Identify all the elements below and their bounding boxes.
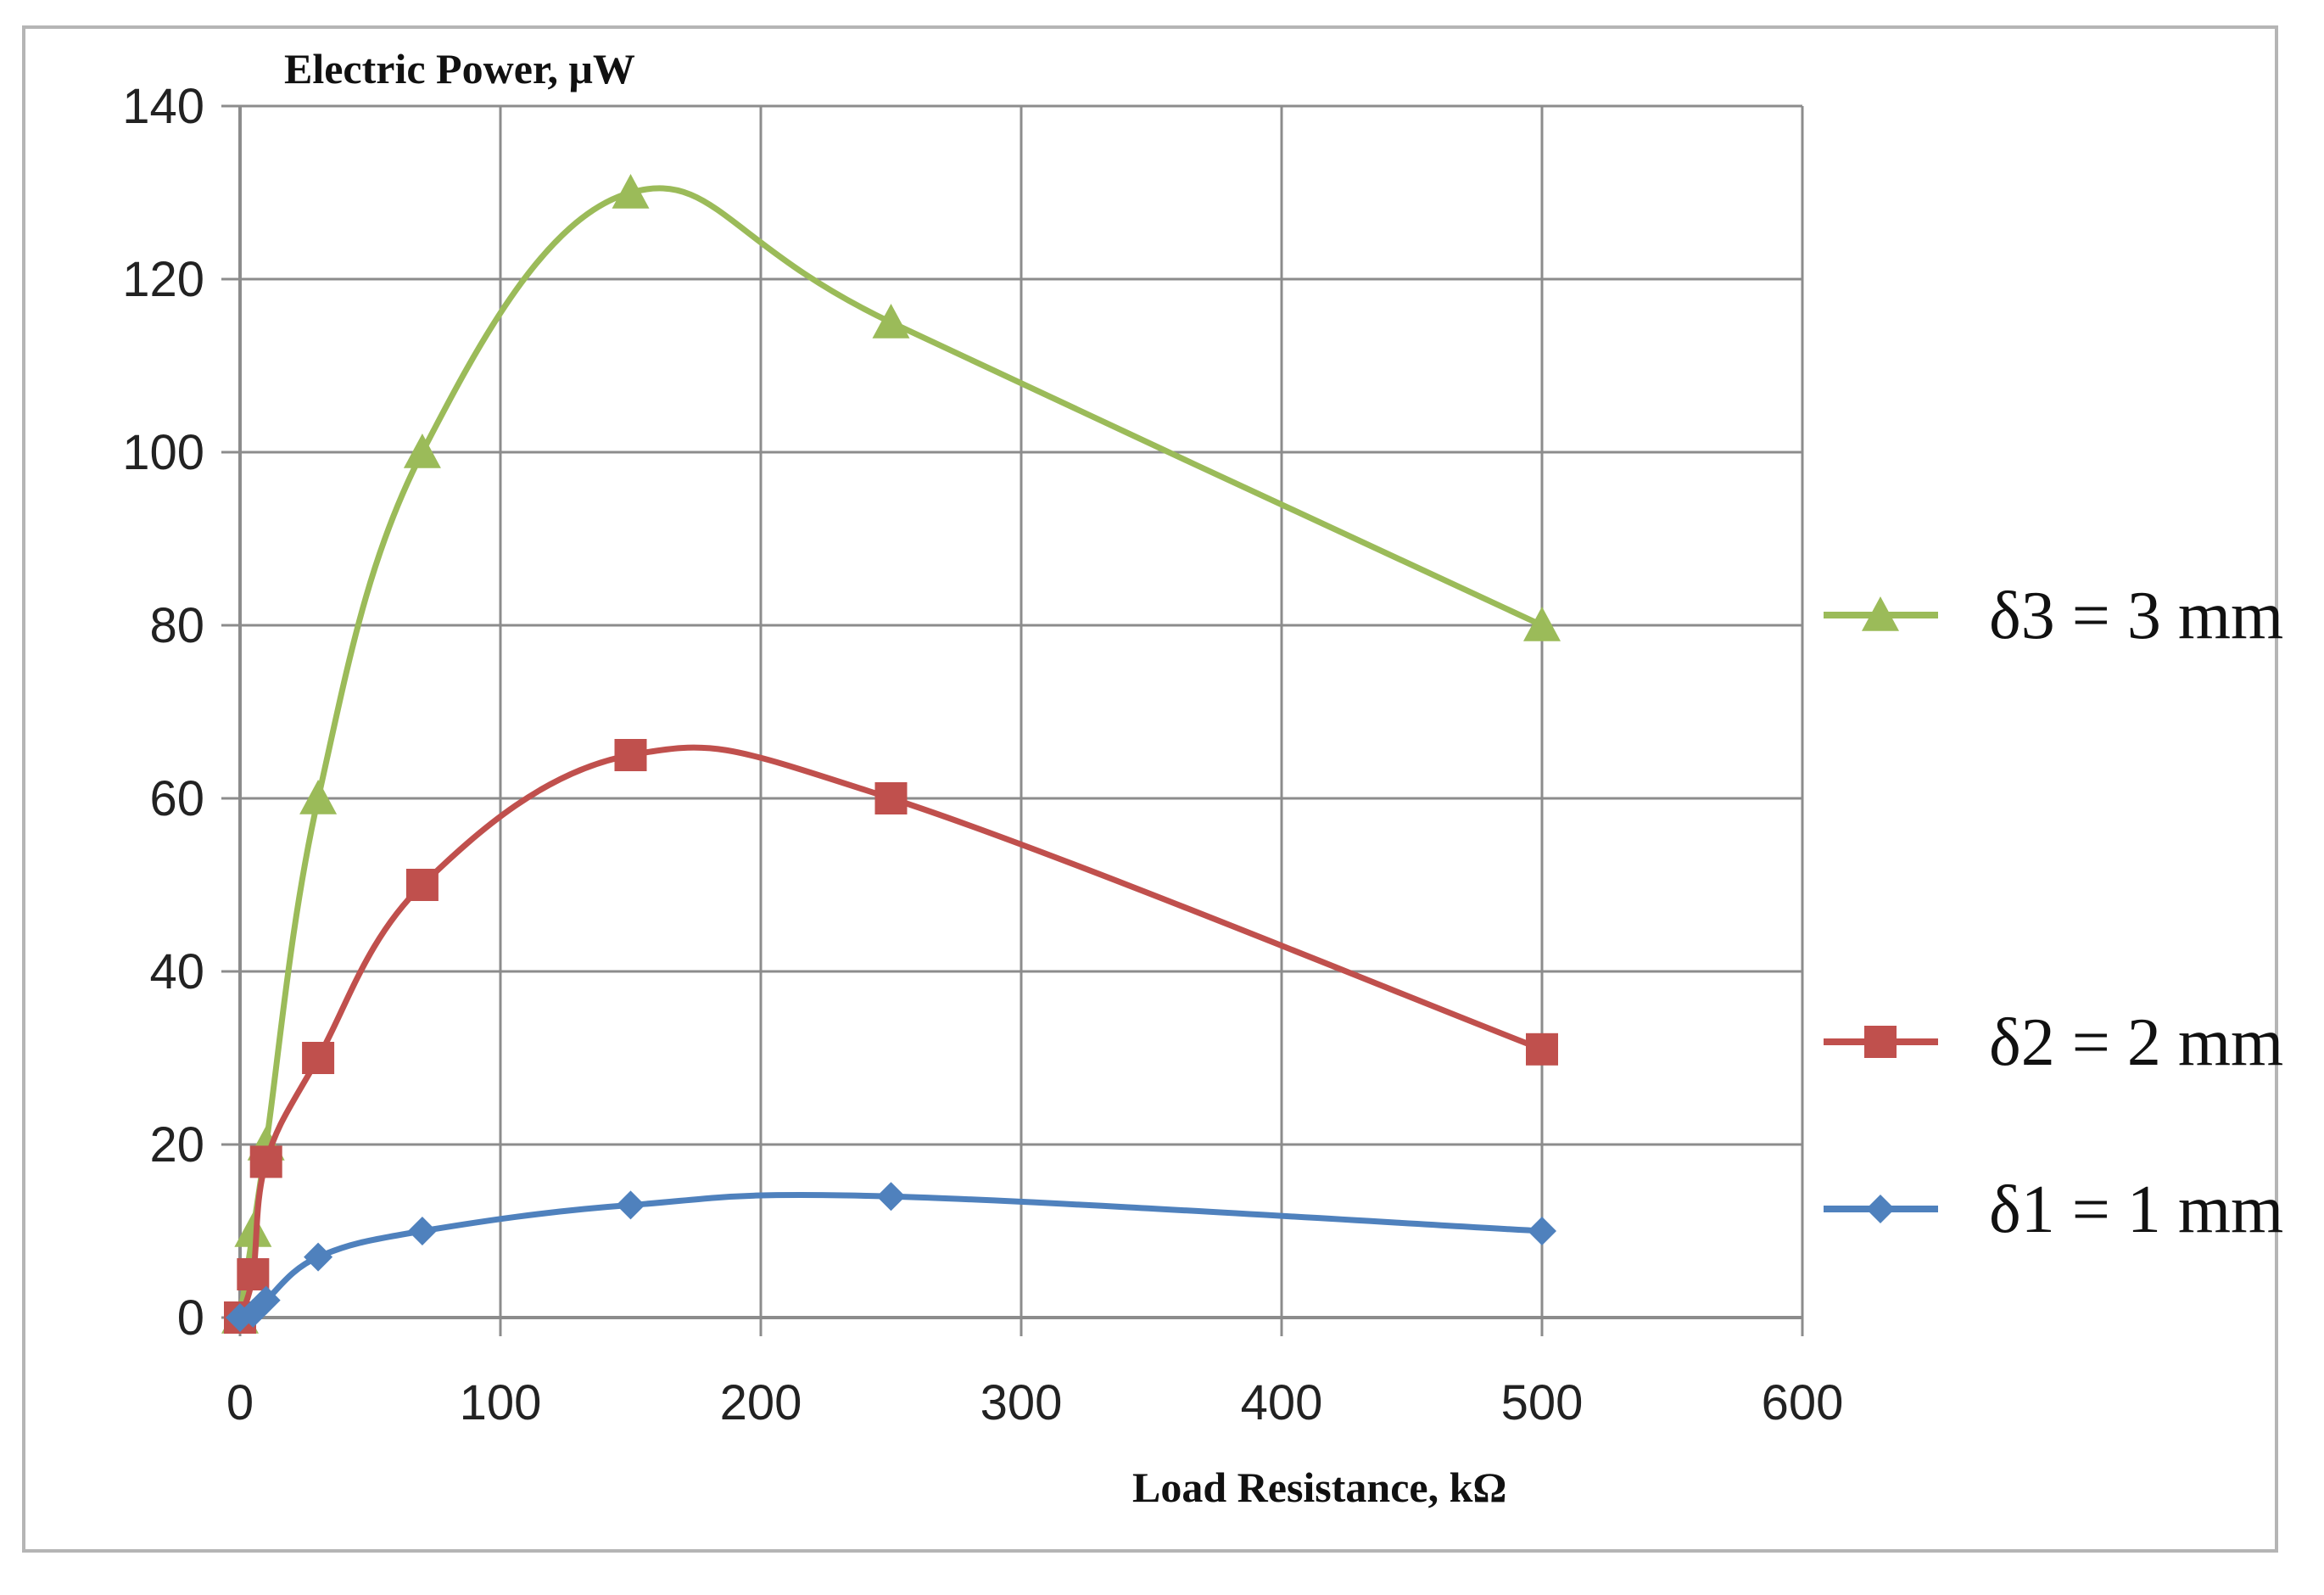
data-point <box>302 1042 335 1074</box>
x-tick-label: 100 <box>460 1375 542 1430</box>
chart-frame <box>22 25 2278 1553</box>
data-point <box>874 782 908 814</box>
y-tick-label: 100 <box>122 425 204 480</box>
data-point <box>616 1190 645 1220</box>
data-point <box>876 1182 906 1212</box>
y-tick-label: 120 <box>122 252 204 307</box>
data-point <box>1526 1033 1558 1066</box>
legend: δ3 = 3 mm δ2 = 2 mm δ1 = 1 mm <box>1824 579 2283 1247</box>
legend-label: δ1 = 1 mm <box>1989 1172 2283 1247</box>
tick-labels: 0 20 40 60 80 100 120 140 0 100 200 300 400 500 600 <box>122 79 1843 1430</box>
data-point <box>405 869 439 901</box>
y-tick-label: 20 <box>149 1117 204 1172</box>
x-tick-label: 500 <box>1501 1375 1584 1430</box>
data-point <box>1523 607 1561 641</box>
data-point <box>299 780 338 814</box>
y-tick-label: 80 <box>149 598 204 653</box>
legend-marker <box>1866 1195 1895 1223</box>
gridlines <box>240 104 1804 1318</box>
data-point <box>407 1217 437 1245</box>
legend-item: δ1 = 1 mm <box>1824 1172 2283 1247</box>
data-point <box>872 304 910 339</box>
data-point <box>249 1145 282 1178</box>
legend-label: δ3 = 3 mm <box>1989 579 2283 653</box>
legend-marker <box>1864 1026 1897 1058</box>
y-tick-label: 0 <box>177 1290 204 1346</box>
legend-marker <box>1862 596 1899 631</box>
data-point <box>251 1285 281 1315</box>
x-axis-title: Load Resistance, kΩ <box>1132 1463 1506 1511</box>
x-tick-label: 0 <box>226 1375 254 1430</box>
x-tick-label: 200 <box>720 1375 802 1430</box>
legend-item: δ3 = 3 mm <box>1824 579 2283 653</box>
x-tick-label: 300 <box>980 1375 1063 1430</box>
y-axis-title: Electric Power, μW <box>284 45 635 92</box>
legend-label: δ2 = 2 mm <box>1989 1005 2283 1080</box>
legend-item: δ2 = 2 mm <box>1824 1005 2283 1080</box>
series-lines <box>221 174 1561 1334</box>
data-point <box>304 1242 333 1272</box>
data-point <box>234 1212 272 1247</box>
y-tick-label: 60 <box>149 771 204 826</box>
series-line <box>237 744 1545 1321</box>
x-tick-label: 600 <box>1762 1375 1844 1430</box>
data-point <box>403 434 441 468</box>
data-point <box>237 1258 270 1290</box>
data-point <box>1528 1217 1556 1245</box>
y-tick-label: 140 <box>122 79 204 134</box>
x-tick-label: 400 <box>1241 1375 1323 1430</box>
y-tick-label: 40 <box>149 944 204 999</box>
data-point <box>612 174 650 209</box>
data-point <box>614 739 647 771</box>
series-3 <box>226 1182 1556 1332</box>
